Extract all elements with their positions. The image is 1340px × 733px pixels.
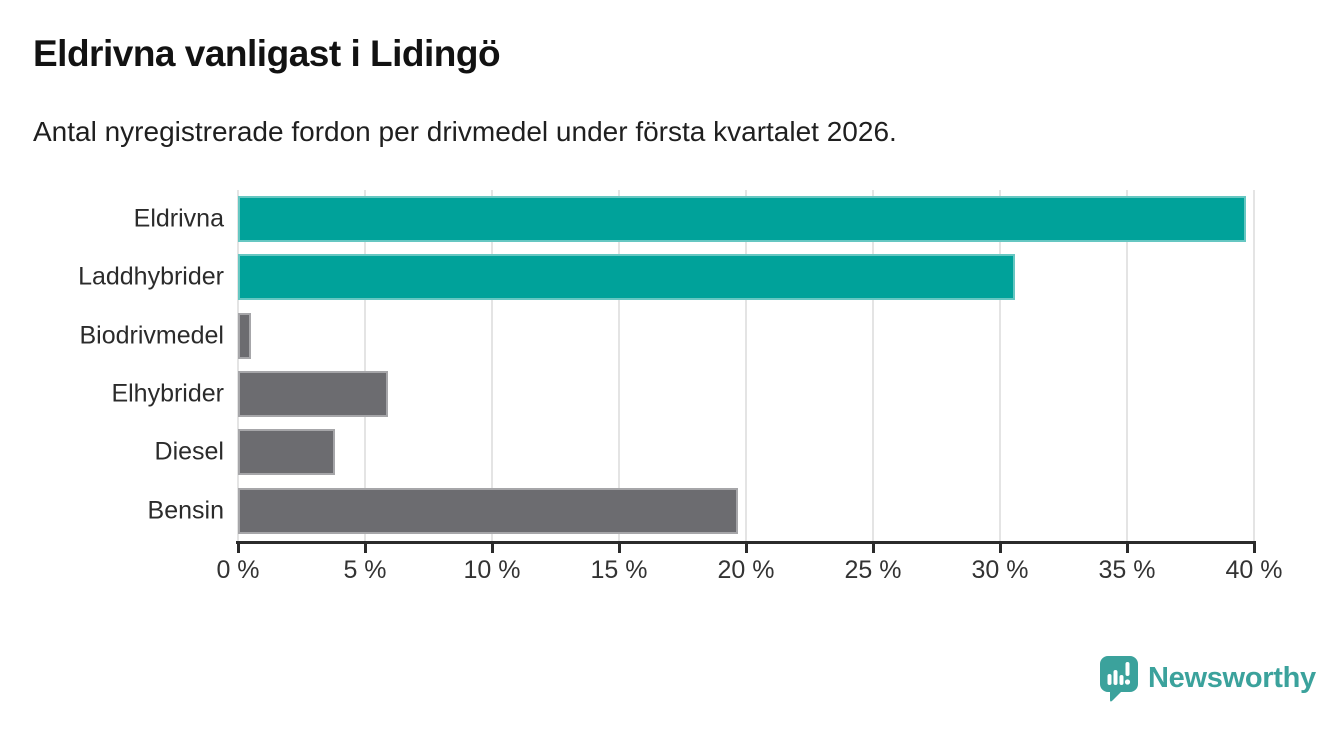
x-tick-label-30: 30 % — [971, 556, 1029, 584]
bar-bensin — [238, 487, 739, 534]
category-label-laddhybrider: Laddhybrider — [78, 262, 224, 291]
x-tick-label-10: 10 % — [463, 556, 521, 584]
x-tick-label-35: 35 % — [1098, 556, 1156, 584]
category-label-bensin: Bensin — [147, 496, 224, 524]
gridline-25 — [872, 190, 874, 542]
x-tick-20 — [744, 541, 748, 553]
x-tick-label-20: 20 % — [717, 556, 775, 584]
newsworthy-logo-text: Newsworthy — [1148, 662, 1316, 694]
category-label-biodrivmedel: Biodrivmedel — [79, 321, 224, 350]
x-tick-25 — [871, 541, 875, 553]
gridline-40 — [1253, 190, 1255, 542]
gridline-30 — [999, 190, 1001, 542]
gridline-5 — [364, 190, 366, 542]
x-tick-15 — [617, 541, 621, 553]
x-tick-label-40: 40 % — [1225, 556, 1283, 584]
x-tick-label-0: 0 % — [216, 556, 260, 584]
newsworthy-logo: Newsworthy — [1099, 655, 1316, 703]
gridline-15 — [618, 190, 620, 542]
category-labels: Eldrivna Laddhybrider Biodrivmedel Elhybrid… — [0, 190, 224, 542]
x-tick-label-15: 15 % — [590, 556, 648, 584]
category-label-eldrivna: Eldrivna — [133, 204, 224, 233]
chart-subtitle: Antal nyregistrerade fordon per drivmede… — [33, 116, 897, 147]
x-tick-40 — [1252, 541, 1256, 553]
x-tick-30 — [998, 541, 1002, 553]
chart-title: Eldrivna vanligast i Lidingö — [33, 33, 501, 74]
x-tick-10 — [490, 541, 494, 553]
gridline-35 — [1126, 190, 1128, 542]
category-label-diesel: Diesel — [154, 437, 224, 466]
bar-diesel — [238, 429, 335, 476]
x-tick-0 — [236, 541, 240, 553]
plot-area — [237, 190, 1255, 542]
x-tick-label-25: 25 % — [844, 556, 902, 584]
gridline-20 — [745, 190, 747, 542]
bar-eldrivna — [238, 196, 1247, 242]
x-tick-35 — [1125, 541, 1129, 553]
bar-laddhybrider — [238, 254, 1016, 301]
bar-elhybrider — [238, 370, 388, 417]
bar-biodrivmedel — [238, 312, 251, 359]
category-label-elhybrider: Elhybrider — [111, 379, 224, 408]
gridline-10 — [491, 190, 493, 542]
x-tick-5 — [363, 541, 367, 553]
newsworthy-logo-icon — [1100, 656, 1138, 702]
gridline-0 — [237, 190, 239, 542]
x-tick-label-5: 5 % — [343, 556, 387, 584]
